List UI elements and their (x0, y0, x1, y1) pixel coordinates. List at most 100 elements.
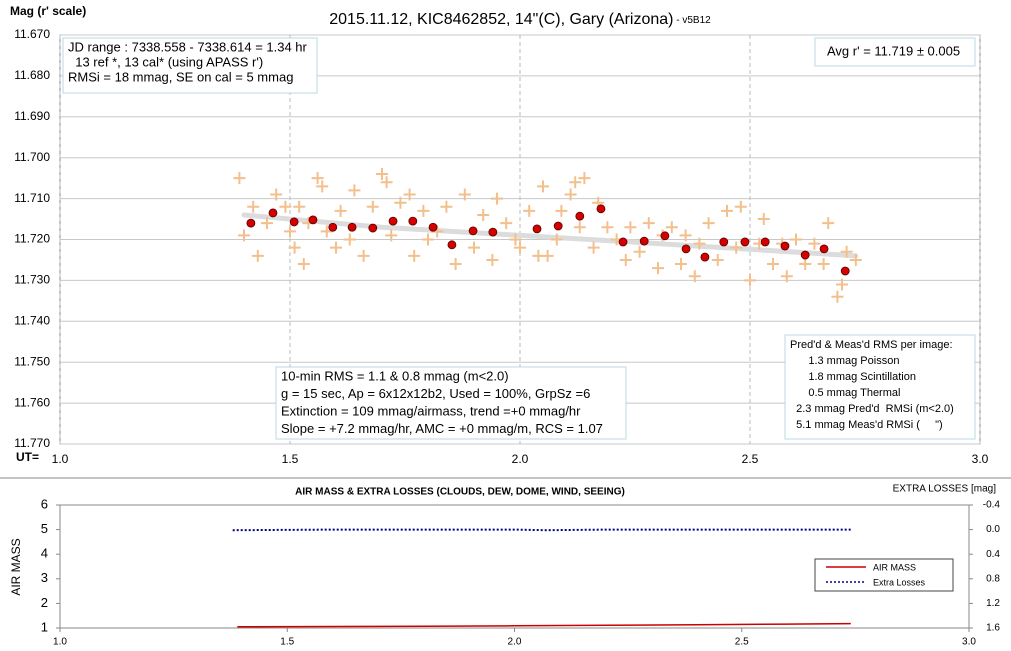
data-point (486, 253, 499, 266)
data-point (320, 225, 333, 238)
data-point (734, 200, 747, 213)
average-point (660, 231, 670, 241)
average-point (368, 223, 378, 233)
data-point (376, 168, 388, 181)
annotation-box (275, 366, 627, 440)
x-axis-label: UT= (16, 450, 39, 464)
x-tick-label: 2.0 (512, 452, 529, 466)
y-tick-label: 4 (41, 546, 48, 561)
data-point (334, 204, 347, 217)
legend-label: Extra Losses (873, 577, 926, 587)
average-point (268, 208, 278, 218)
annotation-text: Slope = +7.2 mmag/hr, AMC = +0 mmag/m, R… (281, 421, 603, 436)
series-line (237, 622, 851, 628)
data-point (693, 237, 706, 250)
annotation-text: Pred'd & Meas'd RMS per image: (790, 339, 953, 351)
y2-tick-label: -0.4 (983, 500, 1001, 511)
data-point (238, 229, 250, 242)
data-point (730, 241, 743, 254)
data-point (555, 204, 568, 217)
average-point (639, 236, 649, 246)
data-point (744, 274, 756, 287)
annotation-box (814, 37, 976, 67)
annotation-box (62, 37, 318, 94)
annotation-text: Extinction = 109 mmag/airmass, trend =+0… (281, 403, 581, 418)
annotation-text: g = 15 sec, Ap = 6x12x12b2, Used = 100%,… (281, 386, 590, 401)
data-point (270, 188, 283, 201)
average-point (819, 244, 829, 254)
legend-label: AIR MASS (873, 562, 916, 572)
data-point (449, 258, 462, 271)
data-point (468, 241, 480, 254)
data-point (394, 196, 407, 209)
y2-tick-label: 0.4 (986, 549, 1000, 560)
data-point (233, 172, 246, 185)
annotation-text: 1.8 mmag Scintillation (790, 371, 916, 383)
data-point (385, 229, 398, 242)
annotation-text: 10-min RMS = 1.1 & 0.8 mmag (m<2.0) (281, 368, 509, 383)
y2-tick-label: 1.6 (986, 623, 1000, 634)
y-tick-label: 5 (41, 521, 48, 536)
data-point (836, 278, 848, 291)
annotation-box (784, 334, 976, 440)
average-point (553, 221, 563, 231)
data-point (601, 221, 614, 234)
average-point (347, 222, 357, 232)
data-point (633, 245, 646, 258)
data-point (366, 200, 379, 213)
average-point (388, 216, 398, 226)
y-tick-label: 11.740 (14, 313, 50, 327)
y-tick-label: 11.700 (14, 150, 50, 164)
x-tick-label: 2.5 (742, 452, 759, 466)
data-point (523, 204, 536, 217)
data-point (688, 270, 701, 283)
average-point (800, 250, 810, 260)
data-point (675, 258, 687, 271)
data-point (288, 241, 301, 254)
data-point (767, 258, 779, 271)
x-tick-label: 1.5 (282, 452, 299, 466)
data-point (587, 241, 600, 254)
data-point (780, 270, 793, 283)
average-point (840, 266, 850, 276)
title-main: 2015.11.12, KIC8462852, 14"(C), Gary (Ar… (329, 11, 673, 28)
data-point (624, 221, 637, 234)
annotation-text: 1.3 mmag Poisson (790, 355, 899, 367)
x-tick-label: 2.5 (735, 637, 749, 648)
average-point (246, 218, 256, 228)
data-point (279, 200, 292, 213)
data-point (564, 188, 577, 201)
average-point (532, 224, 542, 234)
y-tick-label: 11.680 (14, 68, 50, 82)
legend-box (814, 558, 954, 592)
data-point (357, 249, 370, 262)
data-point (380, 176, 393, 189)
data-point (569, 176, 582, 189)
y-tick-label: 11.720 (14, 232, 50, 246)
y-tick-label: 3 (41, 570, 48, 585)
data-point (284, 225, 296, 238)
y-tick-label: 11.750 (14, 354, 50, 368)
data-point (403, 188, 416, 201)
data-point (652, 262, 664, 275)
average-point (289, 217, 299, 227)
y-tick-label: 11.710 (14, 191, 50, 205)
average-point (681, 244, 691, 254)
annotation-text: 5.1 mmag Meas'd RMSi ( ") (790, 419, 943, 431)
data-point (311, 172, 324, 185)
data-point (330, 241, 342, 254)
average-point (700, 252, 710, 262)
annotation-text: RMSi = 18 mmag, SE on cal = 5 mmag (68, 69, 293, 84)
y-tick-label: 1 (41, 619, 48, 634)
data-point (808, 237, 821, 250)
data-point (840, 245, 853, 258)
data-point (261, 217, 273, 230)
data-point (817, 258, 830, 271)
average-point (408, 216, 418, 226)
x-tick-label: 3.0 (962, 637, 976, 648)
average-point (488, 227, 498, 237)
data-point (491, 192, 503, 205)
data-point (458, 188, 471, 201)
annotation-text: 13 ref *, 13 cal* (using APASS r') (68, 54, 263, 69)
